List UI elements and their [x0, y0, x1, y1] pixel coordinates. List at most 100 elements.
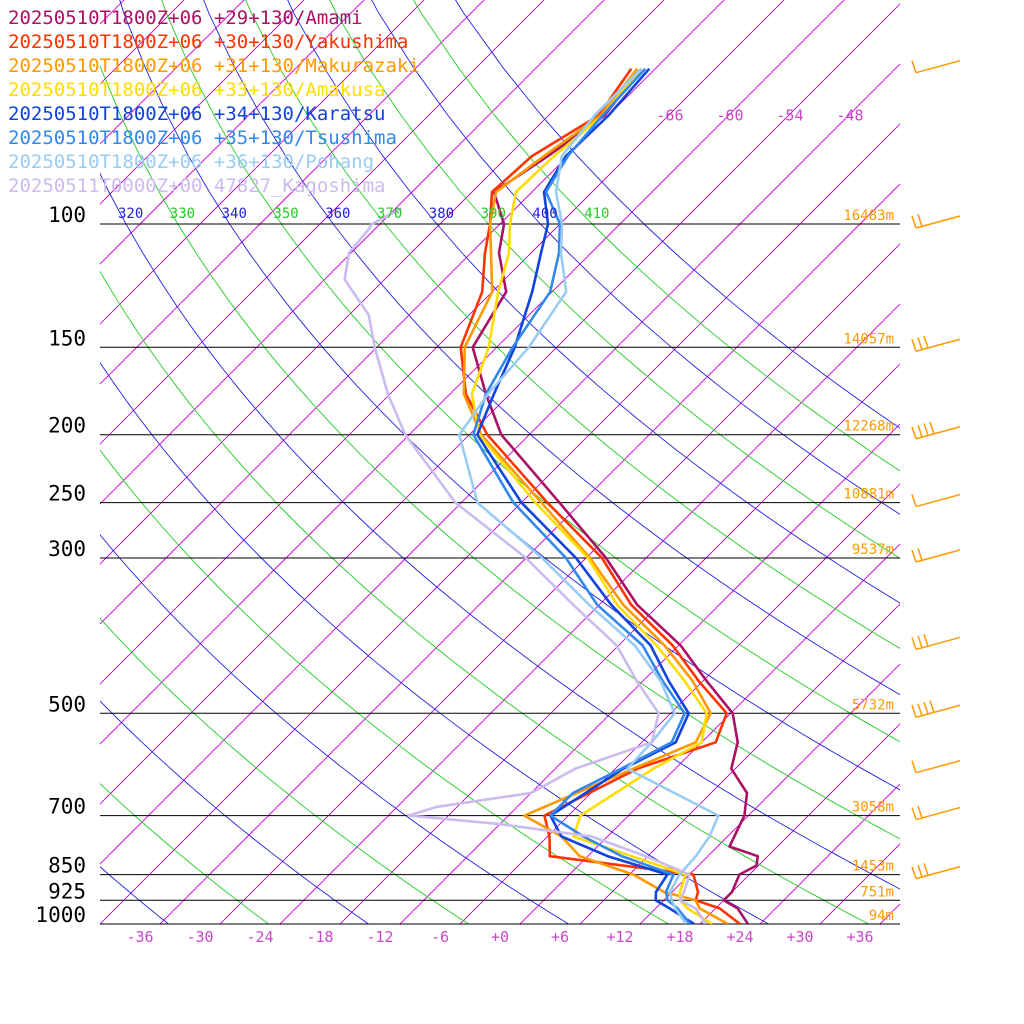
height-label: 14057m — [843, 331, 894, 347]
sounding-line — [471, 67, 692, 924]
sounding-line — [470, 67, 713, 924]
isotherm-line — [519, 543, 900, 924]
wind-barb — [911, 634, 961, 651]
isotherm-line — [579, 603, 900, 924]
theta-label: 390 — [481, 206, 506, 222]
wind-barb — [911, 700, 961, 719]
isotherm-line — [1000, 0, 1024, 924]
isobar-lines — [100, 223, 900, 925]
temperature-tick-label: +24 — [726, 928, 753, 946]
dry-adiabat-line — [100, 361, 770, 924]
dry-adiabat-line — [100, 617, 470, 924]
isotherm-label: -48 — [836, 107, 863, 125]
theta-label: 340 — [222, 206, 247, 222]
theta-label: 330 — [170, 206, 195, 222]
legend-entry: 20250510T1800Z+06 +35+130/Tsushima — [8, 127, 397, 149]
temperature-tick-label: -24 — [246, 928, 273, 946]
temperature-tick-label: -12 — [366, 928, 393, 946]
wind-barb — [911, 335, 961, 352]
temperature-tick-label: -18 — [306, 928, 333, 946]
height-label: 9537m — [852, 542, 894, 558]
dry-adiabat-line — [100, 64, 900, 840]
wind-barb — [911, 759, 961, 774]
pressure-label: 500 — [48, 692, 86, 716]
temperature-tick-label: +30 — [786, 928, 813, 946]
sounding-line — [462, 67, 729, 924]
wind-barb — [911, 863, 961, 880]
height-label: 94m — [869, 908, 894, 924]
isotherm-line — [759, 783, 900, 924]
height-label: 1453m — [852, 859, 894, 875]
wind-barb — [911, 214, 961, 229]
theta-label: 320 — [118, 206, 143, 222]
wind-barb — [911, 805, 961, 821]
sounding-line — [475, 67, 695, 924]
theta-label: 380 — [429, 206, 454, 222]
temperature-tick-label: -6 — [431, 928, 449, 946]
pressure-label: 100 — [48, 203, 86, 227]
legend-entry: 20250510T1800Z+06 +30+130/Yakushima — [8, 31, 408, 53]
dry-adiabat-line — [100, 449, 670, 924]
pressure-label: 150 — [48, 326, 86, 350]
height-label: 10881m — [843, 487, 894, 503]
height-label: 751m — [860, 884, 894, 900]
axis-labels: 320 330 340 350 360 370 380 390 400 410 100 16483m 1… — [35, 107, 894, 946]
isotherm-line — [879, 903, 900, 924]
isotherm-line — [819, 843, 900, 924]
wind-barb — [911, 421, 961, 440]
temperature-tick-label: +18 — [666, 928, 693, 946]
dry-adiabat-line — [100, 783, 270, 924]
temperature-tick-label: +12 — [606, 928, 633, 946]
theta-label: 360 — [325, 206, 350, 222]
sounding-profiles — [343, 67, 760, 924]
dry-adiabat-line — [100, 866, 170, 924]
legend-entry: 20250510T1800Z+06 +29+130/Amami — [8, 7, 363, 29]
pressure-label: 700 — [48, 795, 86, 819]
wind-barb — [911, 59, 961, 74]
isotherm-label: -60 — [716, 107, 743, 125]
wind-barb — [911, 548, 961, 563]
height-label: 12268m — [843, 419, 894, 435]
dry-adiabat-line — [413, 0, 900, 472]
legend-entry: 20250510T1800Z+06 +34+130/Karatsu — [8, 103, 386, 125]
theta-label: 370 — [377, 206, 402, 222]
dry-adiabat-line — [119, 0, 900, 791]
legend-entry: 20250511T0000Z+00 47827_Kagoshima — [8, 175, 386, 197]
pressure-label: 850 — [48, 854, 86, 878]
legend-entry: 20250510T1800Z+06 +31+130/Makurazaki — [8, 55, 420, 77]
isotherm-line — [940, 0, 1024, 924]
dry-adiabat-line — [371, 0, 900, 515]
height-label: 16483m — [843, 208, 894, 224]
dry-adiabat-line — [100, 534, 570, 924]
pressure-label: 300 — [48, 537, 86, 561]
temperature-tick-label: +6 — [551, 928, 569, 946]
dry-adiabat-line — [100, 700, 370, 924]
isotherm-label: -54 — [776, 107, 803, 125]
wind-barbs — [911, 59, 961, 880]
height-label: 3058m — [852, 800, 894, 816]
pressure-label: 250 — [48, 482, 86, 506]
dry-adiabat-line — [329, 0, 900, 559]
legend-entry: 20250510T1800Z+06 +36+130/Pohang — [8, 151, 374, 173]
isotherm-line — [639, 663, 900, 924]
pressure-label: 925 — [48, 879, 86, 903]
dry-adiabat-line — [100, 172, 900, 890]
dry-adiabat-line — [245, 0, 900, 649]
sounding-line — [471, 67, 760, 924]
pressure-label: 1000 — [35, 903, 86, 927]
height-label: 5732m — [852, 697, 894, 713]
dry-adiabat-line — [203, 0, 900, 696]
pressure-label: 200 — [48, 414, 86, 438]
isotherm-line — [459, 483, 900, 924]
isotherm-line — [699, 723, 900, 924]
temperature-tick-label: +36 — [846, 928, 873, 946]
temperature-tick-label: +0 — [491, 928, 509, 946]
theta-label: 350 — [273, 206, 298, 222]
temperature-tick-label: -36 — [126, 928, 153, 946]
sounding-line — [459, 67, 741, 924]
isotherm-label: -66 — [656, 107, 683, 125]
dry-adiabat-line — [287, 0, 900, 604]
theta-label: 410 — [584, 206, 609, 222]
sounding-line — [343, 207, 708, 924]
